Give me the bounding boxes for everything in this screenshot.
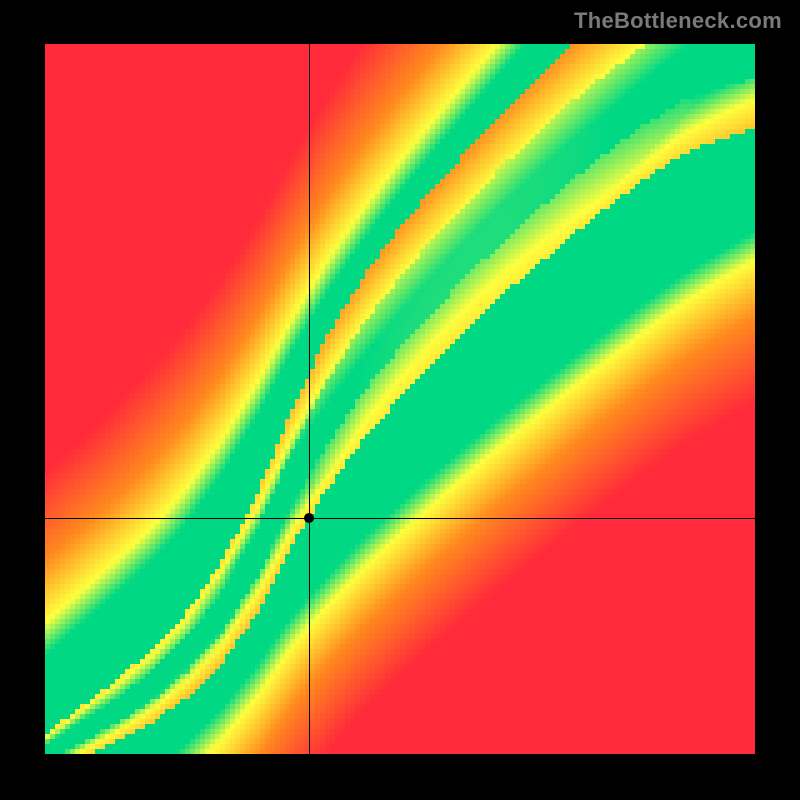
marker-dot <box>304 513 314 523</box>
crosshair-vertical <box>309 44 310 754</box>
heatmap-canvas <box>45 44 755 754</box>
crosshair-horizontal <box>45 518 755 519</box>
watermark-text: TheBottleneck.com <box>574 8 782 34</box>
heatmap-plot <box>45 44 755 754</box>
chart-container: TheBottleneck.com <box>0 0 800 800</box>
